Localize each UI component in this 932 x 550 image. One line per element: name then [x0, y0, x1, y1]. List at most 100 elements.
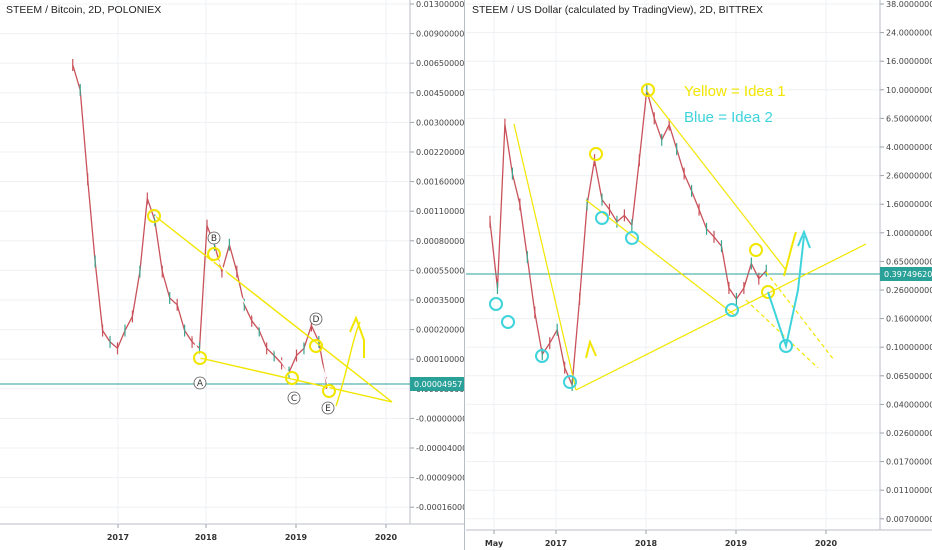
- idea1-arrow: [783, 231, 797, 277]
- x-tick-label: 2017: [545, 539, 567, 548]
- y-tick-label: 0.00055000: [416, 266, 464, 275]
- wave-label: C: [291, 394, 297, 404]
- y-tick-label: 16.00000000: [886, 57, 932, 66]
- y-tick-label: 0.00300000: [416, 118, 464, 127]
- y-tick-label: -0.00009000: [416, 474, 464, 483]
- idea2-circle: [501, 315, 515, 329]
- idea1-circle: [761, 285, 775, 299]
- x-tick-label: 2020: [815, 539, 838, 548]
- current-price-tag: [410, 377, 464, 391]
- idea2-circle: [595, 211, 609, 225]
- wave-label: D: [313, 315, 320, 325]
- x-tick-label: 2017: [107, 533, 129, 542]
- x-tick-label: 2018: [635, 539, 658, 548]
- wave-label-circle: [287, 391, 301, 405]
- x-tick-label: 2019: [285, 533, 308, 542]
- wave-label-circle: [193, 376, 207, 390]
- y-tick-label: 0.00450000: [416, 89, 464, 98]
- chart-canvas-left[interactable]: 0.01300000 0.00900000 0.00650000 0.00450000…: [0, 0, 464, 550]
- y-tick-label: 0.26000000: [886, 286, 932, 295]
- x-tick-label: May: [485, 539, 504, 548]
- current-price-label: 0.00004957: [414, 380, 462, 389]
- pivot-circle: [322, 384, 336, 398]
- idea2-circle: [489, 297, 503, 311]
- idea2-circle: [535, 349, 549, 363]
- idea2-arrow-head: [797, 229, 811, 249]
- y-tick-label: 24.00000000: [886, 29, 932, 38]
- y-tick-label: 0.00650000: [416, 59, 464, 68]
- chart-panel-steem-usd[interactable]: 38.00000000 24.00000000 16.00000000 10.0000…: [466, 0, 932, 550]
- pivot-circle: [285, 371, 299, 385]
- legend-entry: Blue = Idea 2: [684, 109, 773, 126]
- y-tick-label: 0.02600000: [886, 429, 932, 438]
- y-tick-label: 0.06500000: [886, 372, 932, 381]
- y-tick-label: 0.00110000: [416, 207, 464, 216]
- y-tick-label: 0.00160000: [416, 178, 464, 187]
- price-series-line: [489, 89, 767, 386]
- chart-canvas-right[interactable]: 38.00000000 24.00000000 16.00000000 10.0000…: [466, 0, 932, 550]
- y-tick-label: 0.01700000: [886, 458, 932, 467]
- y-tick-label: -0.00016000: [416, 503, 464, 512]
- x-tick-label: 2018: [195, 533, 218, 542]
- idea1-circle: [641, 83, 655, 97]
- y-tick-label: -0.00004000: [416, 444, 464, 453]
- current-price-tag: [880, 267, 932, 281]
- idea1-circle: [589, 147, 603, 161]
- y-tick-label: 0.00700000: [886, 515, 932, 524]
- idea1-mark: [585, 338, 597, 359]
- arrow-head: [349, 315, 365, 358]
- y-tick-label: 0.00220000: [416, 148, 464, 157]
- y-tick-label: 0.00035000: [416, 296, 464, 305]
- idea1-circle: [749, 243, 763, 257]
- pivot-circle: [207, 247, 221, 261]
- y-tick-label: 1.60000000: [886, 200, 932, 209]
- trendline-a: [513, 123, 577, 391]
- idea2-circle: [563, 375, 577, 389]
- pivot-circle: [309, 339, 323, 353]
- y-tick-label: 0.01300000: [416, 0, 464, 9]
- pivot-circle: [147, 209, 161, 223]
- chart-panel-steem-btc[interactable]: 0.01300000 0.00900000 0.00650000 0.00450000…: [0, 0, 465, 550]
- y-tick-label: 0.04000000: [886, 400, 932, 409]
- y-tick-label: -0.00000000: [416, 414, 464, 423]
- chart-background: [0, 0, 464, 550]
- trendline-dashed-a: [765, 271, 835, 361]
- y-tick-label: 0.00010000: [416, 355, 464, 364]
- y-tick-label: 0.00080000: [416, 237, 464, 246]
- trendline-lower: [199, 357, 393, 403]
- wave-label-circle: [207, 231, 221, 245]
- y-tick-label: 0.10000000: [886, 343, 932, 352]
- y-tick-label: 0.00900000: [416, 30, 464, 39]
- current-price-label: 0.39749620: [884, 270, 932, 279]
- pivot-circle: [193, 351, 207, 365]
- chart-background: [466, 0, 932, 550]
- wave-label: B: [211, 234, 217, 244]
- legend-entry: Yellow = Idea 1: [684, 83, 786, 100]
- chart-title-right: STEEM / US Dollar (calculated by Trading…: [472, 4, 763, 16]
- wave-label-circle: [321, 401, 335, 415]
- y-tick-label: 0.01100000: [886, 486, 932, 495]
- y-tick-label: 2.60000000: [886, 172, 932, 181]
- y-tick-label: 6.50000000: [886, 114, 932, 123]
- trendline-d: [585, 199, 737, 317]
- x-tick-label: 2020: [375, 533, 398, 542]
- wave-label: A: [197, 379, 204, 389]
- y-tick-label: 10.00000000: [886, 86, 932, 95]
- wave-label-circle: [309, 312, 323, 326]
- idea2-arrow: [767, 235, 805, 350]
- trendline-b: [575, 243, 867, 391]
- trendline-c: [645, 89, 787, 271]
- idea2-circle: [725, 303, 739, 317]
- wave-label: E: [325, 404, 331, 414]
- y-tick-label: 0.00020000: [416, 326, 464, 335]
- y-tick-label: 0.16000000: [886, 315, 932, 324]
- arrow-projection: [335, 321, 361, 407]
- idea2-circle: [779, 339, 793, 353]
- chart-title-left: STEEM / Bitcoin, 2D, POLONIEX: [6, 4, 162, 16]
- wave-path: [154, 215, 331, 393]
- trendline-upper: [154, 215, 393, 403]
- y-tick-label: 4.00000000: [886, 143, 932, 152]
- y-tick-label: 38.00000000: [886, 0, 932, 9]
- x-tick-label: 2019: [725, 539, 748, 548]
- y-tick-label: 1.00000000: [886, 229, 932, 238]
